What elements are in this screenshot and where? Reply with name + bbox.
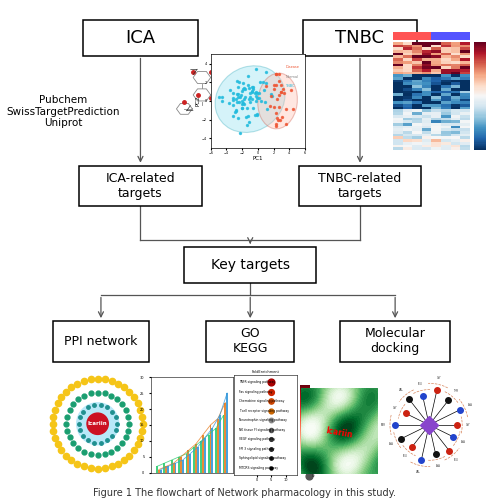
FancyBboxPatch shape: [340, 321, 449, 362]
FancyBboxPatch shape: [206, 321, 294, 362]
FancyBboxPatch shape: [302, 20, 416, 56]
Text: GO
KEGG: GO KEGG: [232, 328, 267, 355]
Text: Molecular
docking: Molecular docking: [364, 328, 425, 355]
FancyBboxPatch shape: [83, 20, 197, 56]
Text: ICA-related
targets: ICA-related targets: [105, 172, 175, 200]
Text: PPI network: PPI network: [64, 335, 137, 348]
FancyBboxPatch shape: [53, 321, 149, 362]
Text: Genecards
GEO
database: Genecards GEO database: [237, 114, 293, 148]
FancyBboxPatch shape: [298, 166, 421, 206]
Text: Key targets: Key targets: [210, 258, 289, 272]
Text: TNBC-related
targets: TNBC-related targets: [318, 172, 401, 200]
FancyBboxPatch shape: [79, 166, 202, 206]
FancyBboxPatch shape: [184, 247, 315, 282]
Text: TNBC: TNBC: [335, 28, 384, 46]
Text: Figure 1 The flowchart of Network pharmacology in this study.: Figure 1 The flowchart of Network pharma…: [93, 488, 395, 498]
Text: ICA: ICA: [125, 28, 155, 46]
Text: Pubchem
SwissTargetPrediction
Uniprot: Pubchem SwissTargetPrediction Uniprot: [7, 95, 120, 128]
